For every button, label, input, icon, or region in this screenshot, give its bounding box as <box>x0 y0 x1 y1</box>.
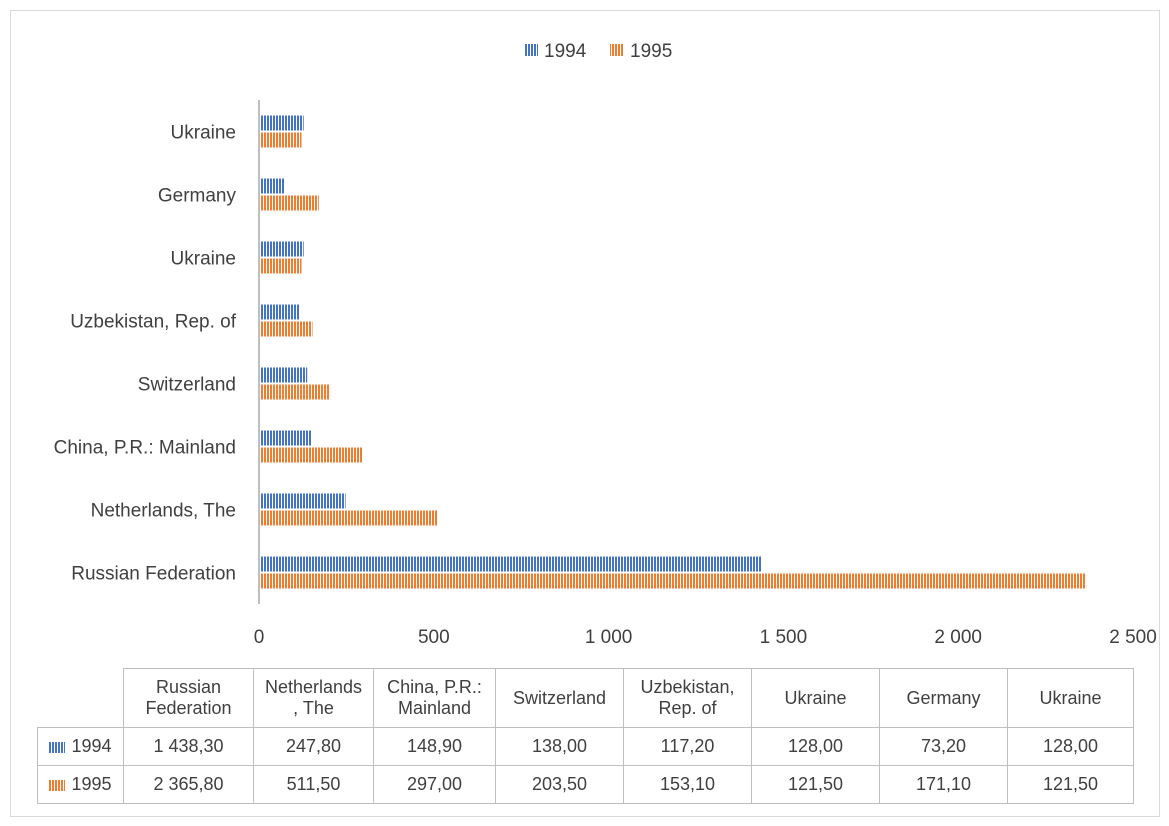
table-row: 1995 2 365,80 511,50 297,00 203,50 153,10 121,… <box>37 765 1134 804</box>
table-legend-key <box>49 741 66 753</box>
table-value-cell: 297,00 <box>373 765 496 804</box>
bar-1994-2 <box>259 430 312 446</box>
plot-area: Russian Federation Netherlands, The China,… <box>54 100 1157 648</box>
table-header-cell: Ukraine <box>1007 668 1134 728</box>
chart-legend: 1994 1995 <box>524 41 672 62</box>
x-tick-label: 2 500 <box>1109 627 1157 648</box>
bar-1994-4 <box>259 304 300 320</box>
table-value-cell: 1 438,30 <box>123 727 254 766</box>
table-header-cell: China, P.R.: Mainland <box>373 668 496 728</box>
table-value-cell: 247,80 <box>253 727 374 766</box>
category-label: China, P.R.: Mainland <box>54 438 236 459</box>
table-value-cell: 121,50 <box>1007 765 1134 804</box>
table-value-cell: 73,20 <box>879 727 1008 766</box>
table-value-cell: 153,10 <box>623 765 752 804</box>
bar-1994-0 <box>259 556 762 572</box>
table-series-name: 1994 <box>71 736 112 756</box>
table-series-name: 1995 <box>71 774 112 794</box>
bar-1995-7 <box>259 132 302 148</box>
bar-1994-1 <box>259 493 346 509</box>
category-label: Russian Federation <box>71 564 236 585</box>
x-tick-label: 1 500 <box>760 627 808 648</box>
table-series-cell: 1994 <box>37 727 124 766</box>
x-tick-label: 1 000 <box>585 627 633 648</box>
table-series-cell: 1995 <box>37 765 124 804</box>
bar-1995-2 <box>259 447 363 463</box>
bar-1995-4 <box>259 321 313 337</box>
category-label: Netherlands, The <box>91 501 236 522</box>
table-corner <box>37 668 124 728</box>
category-label: Ukraine <box>171 123 236 144</box>
category-label: Uzbekistan, Rep. of <box>70 312 237 333</box>
category-label: Ukraine <box>171 249 236 270</box>
bar-chart: 1994 1995 Russian Federation Netherlands, … <box>54 41 1157 648</box>
table-value-cell: 121,50 <box>751 765 880 804</box>
table-value-cell: 511,50 <box>253 765 374 804</box>
bar-1995-3 <box>259 384 331 400</box>
table-value-cell: 203,50 <box>495 765 624 804</box>
table-header-cell: Ukraine <box>751 668 880 728</box>
table-value-cell: 128,00 <box>1007 727 1134 766</box>
bar-1995-0 <box>259 573 1087 589</box>
x-tick-label: 500 <box>418 627 450 648</box>
x-tick-label: 0 <box>254 627 265 648</box>
table-value-cell: 171,10 <box>879 765 1008 804</box>
legend-key-1994 <box>524 44 538 56</box>
category-label: Switzerland <box>138 375 236 396</box>
bar-1994-3 <box>259 367 308 383</box>
bar-1995-5 <box>259 258 302 274</box>
bar-1994-7 <box>259 115 304 131</box>
bar-1995-1 <box>259 510 438 526</box>
table-value-cell: 117,20 <box>623 727 752 766</box>
x-tick-label: 2 000 <box>934 627 982 648</box>
data-table: Russian Federation Netherlands, The China, … <box>37 668 1134 804</box>
legend-label: 1994 <box>544 41 587 62</box>
bar-1995-6 <box>259 195 319 211</box>
table-header-cell: Russian Federation <box>123 668 254 728</box>
table-value-cell: 128,00 <box>751 727 880 766</box>
bar-1994-5 <box>259 241 304 257</box>
table-value-cell: 148,90 <box>373 727 496 766</box>
table-legend-key <box>49 779 66 791</box>
table-row: 1994 1 438,30 247,80 148,90 138,00 117,20 128,… <box>37 727 1134 766</box>
table-header-cell: Switzerland <box>495 668 624 728</box>
table-header-cell: Germany <box>879 668 1008 728</box>
table-value-cell: 138,00 <box>495 727 624 766</box>
table-header-cell: Netherlands, The <box>253 668 374 728</box>
bar-1994-6 <box>259 178 285 194</box>
table-header-cell: Uzbekistan, Rep. of <box>623 668 752 728</box>
category-label: Germany <box>158 186 237 207</box>
legend-key-1995 <box>610 44 624 56</box>
legend-label: 1995 <box>630 41 672 62</box>
table-value-cell: 2 365,80 <box>123 765 254 804</box>
